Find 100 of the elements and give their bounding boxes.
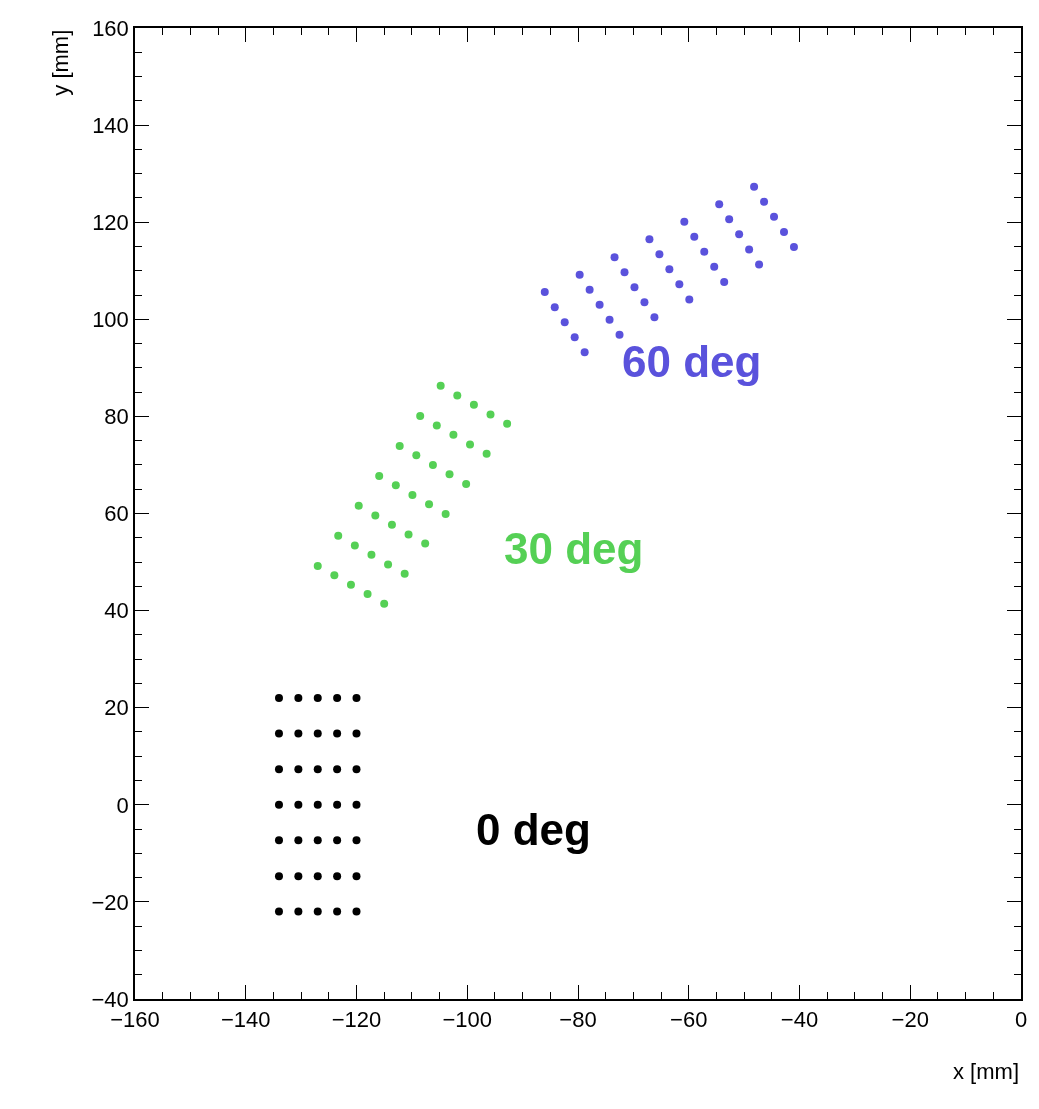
x-axis-title: x [mm]	[953, 1059, 1019, 1084]
point	[363, 590, 372, 599]
point	[428, 460, 437, 469]
point	[449, 430, 458, 439]
point	[395, 442, 404, 451]
point	[780, 227, 788, 236]
y-tick-label: 160	[92, 15, 129, 41]
point	[333, 836, 342, 845]
y-tick-label: 60	[104, 501, 129, 527]
point	[710, 262, 719, 271]
point	[352, 836, 361, 845]
x-tick-label: −80	[559, 1007, 597, 1033]
point	[313, 872, 322, 881]
x-tick-label: −40	[780, 1007, 819, 1033]
point	[725, 215, 734, 224]
point	[333, 729, 342, 738]
point	[408, 491, 417, 500]
point	[334, 531, 343, 540]
point	[333, 907, 342, 916]
point	[375, 472, 384, 481]
point	[630, 283, 639, 292]
point	[313, 561, 322, 570]
point	[482, 449, 491, 458]
point	[352, 693, 361, 702]
point	[466, 440, 475, 449]
point	[350, 541, 359, 550]
text: 0 deg	[476, 805, 591, 854]
point	[462, 479, 471, 488]
y-tick-label: −20	[91, 889, 129, 915]
point	[770, 212, 779, 221]
point	[605, 315, 614, 324]
point	[503, 419, 512, 428]
point	[313, 836, 322, 845]
point	[700, 247, 709, 256]
point	[330, 571, 339, 580]
point	[685, 295, 694, 304]
point	[391, 481, 400, 490]
point	[750, 182, 759, 191]
point	[274, 907, 283, 916]
point	[400, 569, 409, 578]
point	[416, 411, 425, 420]
point	[380, 599, 389, 608]
point	[294, 729, 303, 738]
point	[580, 348, 589, 357]
point	[570, 333, 579, 342]
point	[715, 200, 724, 209]
point	[274, 836, 283, 845]
point	[640, 298, 649, 307]
y-axis-title: y [mm]	[47, 29, 73, 96]
point	[274, 872, 283, 881]
series-label: 30 deg	[504, 524, 644, 573]
point	[313, 729, 322, 738]
y-tick-label: 40	[104, 598, 129, 624]
point	[354, 501, 363, 510]
point	[675, 280, 684, 289]
x-tick-label: −100	[442, 1007, 493, 1033]
point	[352, 907, 361, 916]
point	[294, 765, 303, 774]
y-tick-label: 140	[92, 112, 129, 138]
point	[755, 260, 764, 269]
x-tick-label: −120	[331, 1007, 382, 1033]
point	[274, 693, 283, 702]
point	[333, 872, 342, 881]
point	[371, 511, 380, 520]
point	[333, 765, 342, 774]
point	[540, 288, 549, 297]
point	[294, 800, 303, 809]
point	[274, 800, 283, 809]
point	[352, 729, 361, 738]
point	[585, 285, 594, 294]
point	[313, 765, 322, 774]
point	[665, 265, 674, 274]
series-label: 60 deg	[622, 337, 762, 386]
point	[346, 580, 355, 589]
point	[445, 470, 454, 479]
point	[469, 400, 478, 409]
point	[404, 530, 413, 539]
point	[745, 245, 754, 254]
point	[550, 303, 559, 312]
point	[367, 550, 376, 559]
point	[655, 250, 664, 259]
point	[680, 217, 689, 226]
point	[412, 451, 421, 460]
x-tick-label: 0	[1014, 1007, 1028, 1033]
y-tick-label: 20	[104, 695, 129, 721]
point	[421, 539, 430, 548]
point	[620, 268, 629, 277]
point	[313, 907, 322, 916]
point	[274, 729, 283, 738]
y-tick-label: 80	[104, 404, 129, 430]
point	[352, 765, 361, 774]
point	[313, 693, 322, 702]
point	[453, 391, 462, 400]
y-tick-label: 100	[92, 307, 129, 332]
point	[720, 277, 729, 286]
point	[735, 230, 744, 239]
point	[294, 836, 303, 845]
point	[387, 520, 396, 529]
x-tick-label: −60	[670, 1007, 708, 1033]
point	[436, 381, 445, 390]
